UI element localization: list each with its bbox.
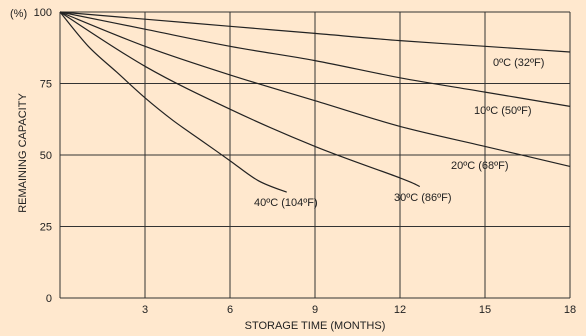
series-label-4: 40ºC (104ºF) [254, 197, 318, 209]
x-tick-label: 18 [564, 304, 576, 316]
series-label-2: 20ºC (68ºF) [451, 160, 509, 172]
series-label-3: 30ºC (86ºF) [394, 192, 452, 204]
y-tick-label: 50 [40, 150, 52, 162]
series-curves [59, 11, 571, 193]
y-tick-label: 100 [34, 7, 52, 19]
series-label-1: 10ºC (50ºF) [474, 105, 532, 117]
x-tick-label: 3 [142, 304, 148, 316]
y-tick-label: 75 [40, 79, 52, 91]
x-axis-title: STORAGE TIME (MONTHS) [245, 320, 386, 332]
series-curve-3 [59, 11, 421, 188]
series-curve-2 [59, 11, 571, 167]
x-tick-label: 9 [312, 304, 318, 316]
y-axis-title: REMAINING CAPACITY [17, 93, 29, 213]
x-tick-label: 15 [479, 304, 491, 316]
series-curve-1 [59, 11, 571, 107]
x-tick-label: 12 [394, 304, 406, 316]
grid-lines [59, 11, 571, 299]
y-tick-label: 25 [40, 222, 52, 234]
y-tick-label: 0 [46, 293, 52, 305]
series-label-0: 0ºC (32ºF) [493, 57, 544, 69]
series-labels: 0ºC (32ºF) 10ºC (50ºF) 20ºC (68ºF) 30ºC (86… [254, 57, 544, 209]
tick-labels: 3 6 9 12 15 18 0 25 50 75 100 [34, 7, 576, 316]
x-tick-label: 6 [227, 304, 233, 316]
series-curve-0 [59, 11, 571, 53]
series-curve-4 [59, 11, 287, 193]
y-axis-unit: (%) [10, 8, 27, 20]
